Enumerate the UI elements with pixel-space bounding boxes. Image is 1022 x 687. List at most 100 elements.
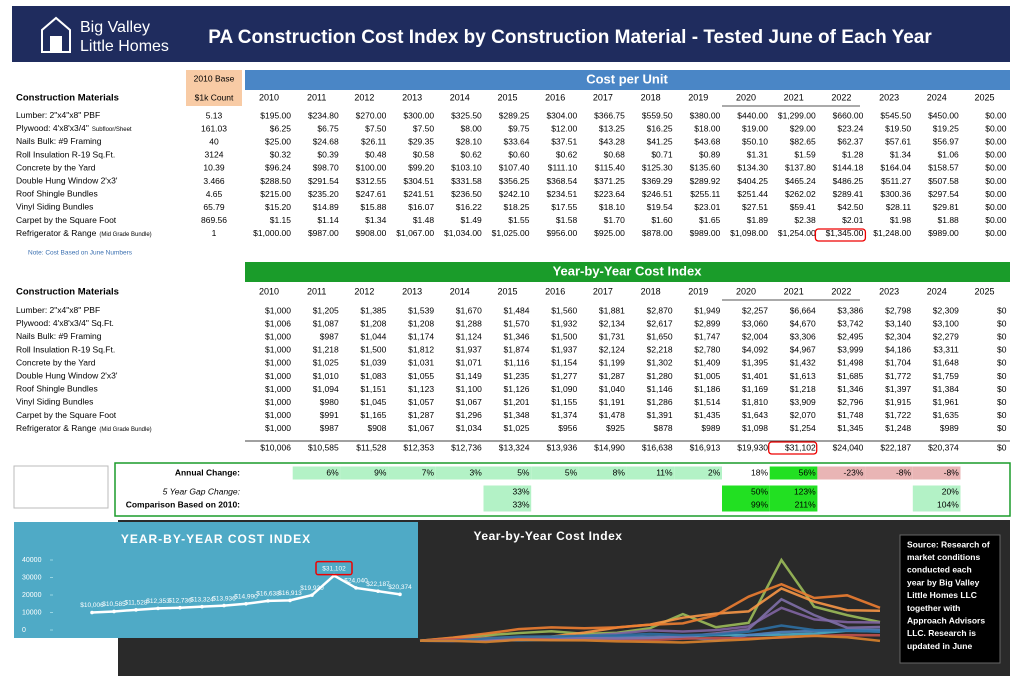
cell-value: $96.24 [265,163,291,173]
change-value: 6% [326,467,339,477]
row-name: Vinyl Siding Bundles [16,397,93,407]
change-label: 5 Year Gap Change: [163,486,241,496]
cell-value: $242.10 [499,189,530,199]
cell-value: $2,617 [647,318,673,328]
value-label: $31,102 [322,565,346,572]
cell-value: $450.00 [928,110,959,120]
year-header: 2016 [545,286,565,296]
base-count: 10.39 [203,163,225,173]
cell-value: $1,286 [647,397,673,407]
change-value: 5% [517,467,530,477]
year-header: 2010 [259,92,279,102]
change-cell-bg [912,498,961,512]
change-cell-bg [531,466,579,480]
y-tick-label: 40000 [22,557,42,564]
cell-value: $2,495 [837,331,863,341]
cell-value: $3,100 [933,318,959,328]
cell-value: $0 [997,345,1007,355]
year-header: 2014 [450,92,470,102]
point [398,592,402,597]
cell-value: $37.51 [551,136,577,146]
cell-value: $1,648 [933,358,959,368]
source-text: Source: Research of [907,539,990,549]
blue-chart-bg [14,522,418,638]
cell-value: $2,309 [933,305,959,315]
year-header: 2013 [402,286,422,296]
cell-value: $660.00 [833,110,864,120]
cell-value: $0.00 [985,215,1007,225]
cell-value: $1,208 [408,318,434,328]
cell-value: $3,386 [837,305,863,315]
notes-box [13,465,109,509]
cell-value: $1,432 [790,358,816,368]
cell-value: $1,881 [599,305,625,315]
cell-value: $1,254.00 [778,228,816,238]
cell-value: $1.58 [556,215,578,225]
cell-value: $1,391 [647,410,673,420]
y-tick-label: 0 [22,627,26,634]
cell-value: $15.88 [360,202,386,212]
cell-value: $380.00 [690,110,721,120]
point [244,601,248,606]
change-value: 9% [374,467,387,477]
point [112,609,116,614]
total-value: $16,638 [642,442,673,452]
point [354,586,358,590]
total-value: $13,936 [546,442,577,452]
chart-title: Year-by-Year Cost Index [474,529,623,543]
cell-value: $1,346 [837,384,863,394]
source-text: together with [907,603,960,613]
cell-value: $1,409 [694,358,720,368]
cell-value: $2,780 [694,345,720,355]
cell-value: $7.50 [365,123,387,133]
cell-value: $59.41 [790,202,816,212]
row-label: Concrete by the Yard [16,163,96,173]
change-value: 211% [795,499,817,509]
cell-value: $300.00 [403,110,434,120]
cell-value: $241.51 [403,189,434,199]
row-label: Double Hung Window 2'x3' [16,371,118,381]
cell-value: $3,999 [837,345,863,355]
cell-value: $878.00 [642,228,673,238]
cell-value: $1.48 [413,215,435,225]
cell-value: $925.00 [594,228,625,238]
value-label: $13,936 [212,595,236,602]
series-line [419,557,881,642]
change-cell-bg [769,466,818,480]
cell-value: $25.00 [265,136,291,146]
change-value: 99% [751,499,768,509]
cell-value: $0.00 [985,189,1007,199]
change-cell-bg [817,466,866,480]
cell-value: $3,306 [790,331,816,341]
cell-value: $0 [997,423,1007,433]
cell-value: $29.81 [933,202,959,212]
total-value: $0 [997,442,1007,452]
cell-value: $3,060 [742,318,768,328]
cell-value: $1,932 [551,318,577,328]
row-name: Lumber: 2"x4"x8" PBF [16,305,100,315]
cell-value: $17.55 [551,202,577,212]
chart-title: YEAR-BY-YEAR COST INDEX [121,532,311,546]
source-text: market conditions [907,552,980,562]
cell-value: $1,031 [408,358,434,368]
change-value: 8% [613,467,626,477]
change-value: 50% [751,486,768,496]
highlight-box [768,441,818,455]
cell-value: $465.24 [785,176,816,186]
cell-value: $1,010 [313,371,339,381]
cell-value: $1,478 [599,410,625,420]
cell-value: $1,067 [408,423,434,433]
cell-value: $1,937 [456,345,482,355]
total-value: $12,353 [403,442,434,452]
row-label: Plywood: 4'x8'x3/4" Sq.Ft. [16,318,114,328]
row-name: Double Hung Window 2'x3' [16,176,118,186]
base-count: 65.79 [203,202,225,212]
cell-value: $368.54 [546,176,577,186]
series-line [419,634,881,644]
cell-value: $82.65 [790,136,816,146]
change-value: 33% [512,499,529,509]
cell-value: $1,205 [313,305,339,315]
cell-value: $223.64 [594,189,625,199]
row-note: (Mid Grade Bundle) [99,231,151,237]
change-value: 33% [512,486,529,496]
